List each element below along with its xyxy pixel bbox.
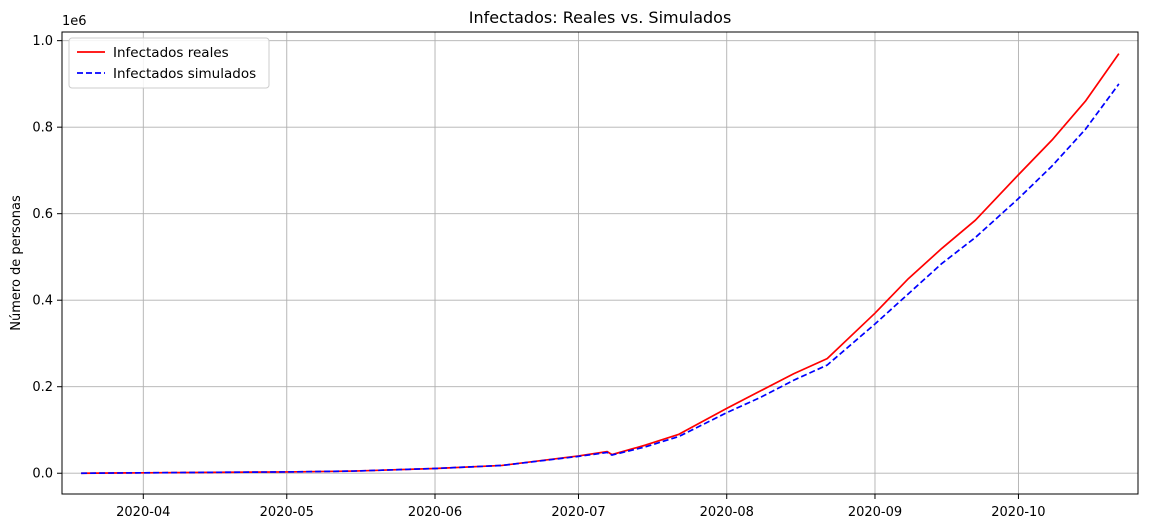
plot-area-frame (61, 31, 1139, 495)
x-tick-label: 2020-04 (116, 505, 170, 520)
x-tick-label: 2020-05 (260, 505, 314, 520)
x-tick-label: 2020-09 (848, 505, 902, 520)
x-tick-label: 2020-07 (551, 505, 605, 520)
x-tick-label: 2020-06 (408, 505, 462, 520)
ticks: 2020-04 2020-05 2020-06 2020-07 2020-08 2020-… (32, 34, 1045, 520)
y-offset-label: 1e6 (62, 14, 87, 29)
legend-label: Infectados simulados (113, 66, 256, 82)
x-tick-label: 2020-08 (700, 505, 754, 520)
x-tick-label: 2020-10 (991, 505, 1045, 520)
grid (62, 32, 1138, 494)
y-axis-title: Número de personas (9, 195, 24, 331)
y-tick-label: 0.8 (32, 121, 53, 136)
y-tick-label: 0.0 (32, 467, 53, 482)
y-tick-label: 0.2 (32, 380, 53, 395)
legend-label: Infectados reales (113, 45, 229, 61)
legend-box (68, 37, 270, 89)
y-tick-label: 1.0 (32, 34, 53, 49)
chart-title: Infectados: Reales vs. Simulados (469, 8, 732, 27)
y-tick-label: 0.6 (32, 207, 53, 222)
y-tick-label: 0.4 (32, 294, 53, 309)
series-layer (81, 53, 1120, 475)
series-line-simulados (81, 83, 1120, 475)
legend: Infectados reales Infectados simulados (68, 37, 270, 89)
